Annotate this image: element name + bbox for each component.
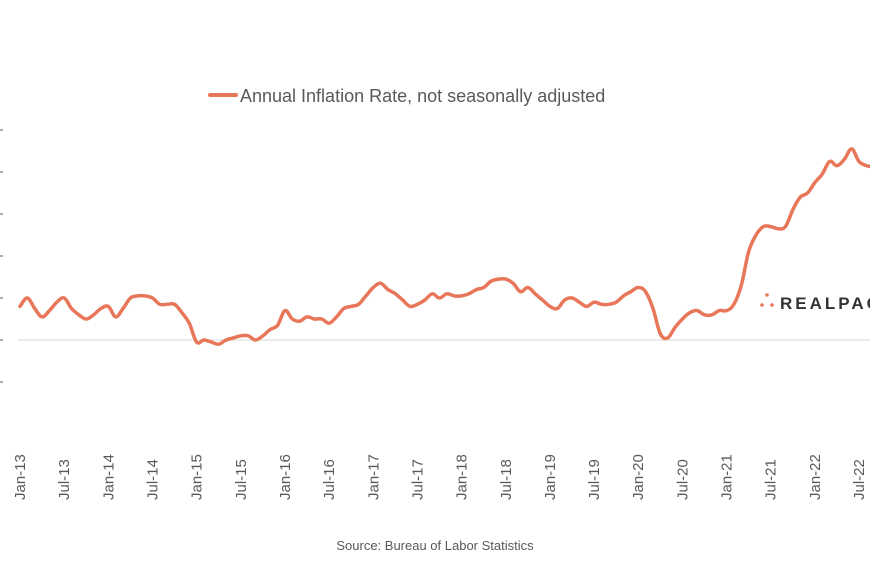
x-tick-label: Jan-19 — [542, 454, 559, 500]
x-tick-label: Jan-20 — [630, 454, 647, 500]
x-tick-label: Jul-16 — [321, 459, 338, 500]
x-tick-label: Jul-20 — [674, 459, 691, 500]
logo-dot-icon — [760, 303, 764, 307]
x-tick-label: Jan-18 — [454, 454, 471, 500]
legend: Annual Inflation Rate, not seasonally ad… — [208, 86, 605, 106]
x-tick-label: Jan-16 — [277, 454, 294, 500]
x-tick-label: Jan-13 — [12, 454, 29, 500]
legend-label: Annual Inflation Rate, not seasonally ad… — [240, 86, 605, 106]
x-tick-label: Jul-18 — [498, 459, 515, 500]
x-axis-tick-labels: Jan-13 Jul-13 Jan-14 Jul-14 Jan-15 Jul-15 Jan-… — [12, 454, 868, 500]
x-tick-label: Jul-19 — [586, 459, 603, 500]
logo-text: REALPAG — [780, 294, 870, 313]
logo-dot-icon — [770, 303, 774, 307]
logo-dot-icon — [765, 293, 769, 297]
x-tick-label: Jul-13 — [56, 459, 73, 500]
x-tick-label: Jan-15 — [189, 454, 206, 500]
x-tick-label: Jul-21 — [763, 459, 780, 500]
source-note: Source: Bureau of Labor Statistics — [336, 538, 534, 553]
series-line-annual-inflation — [18, 147, 870, 347]
x-tick-label: Jan-17 — [365, 454, 382, 500]
x-tick-label: Jan-22 — [807, 454, 824, 500]
x-tick-label: Jul-15 — [233, 459, 250, 500]
realpage-logo: REALPAG — [760, 293, 870, 313]
x-tick-label: Jul-14 — [144, 459, 161, 500]
x-tick-label: Jan-14 — [100, 454, 117, 500]
x-tick-label: Jul-17 — [409, 459, 426, 500]
y-axis-ticks — [0, 129, 3, 383]
x-tick-label: Jul-22 — [851, 459, 868, 500]
x-tick-label: Jan-21 — [719, 454, 736, 500]
